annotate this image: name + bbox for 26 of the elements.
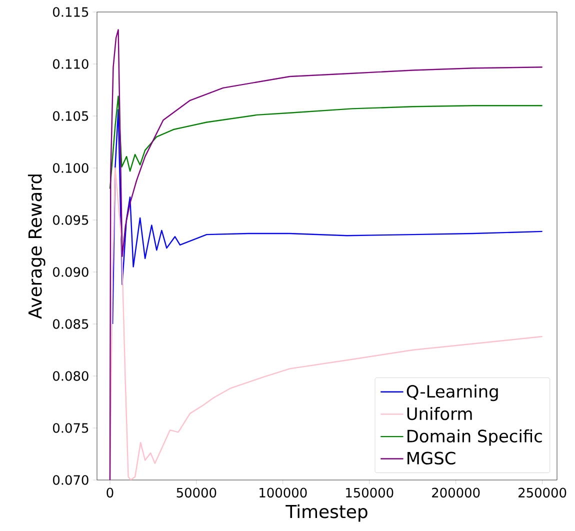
y-tick-label: 0.115 [53,7,88,17]
y-tick-label: 0.075 [53,423,88,433]
line-series [109,96,543,190]
x-tick-label: 100000 [260,488,307,498]
legend-label: MGSC [408,452,456,465]
x-tick-label: 0 [106,488,114,498]
legend-label: Uniform [407,407,472,420]
line-series [109,167,543,480]
y-tick-label: 0.105 [53,111,88,121]
x-tick-label: 250000 [518,488,566,498]
y-tick-label: 0.110 [53,59,88,69]
x-tick-label: 200000 [432,488,480,498]
legend-label: Q-Learning [406,384,498,402]
x-tick-label: 150000 [346,488,394,498]
x-tick-label: 50000 [176,488,216,498]
x-axis-title: Timestep [286,504,368,522]
line-series [109,29,543,480]
y-tick-label: 0.090 [53,267,88,277]
y-tick-label: 0.085 [53,319,88,329]
y-tick-label: 0.095 [53,215,88,225]
y-tick-label: 0.080 [53,371,88,381]
legend-label: Domain Specific [408,429,542,446]
y-tick-label: 0.100 [53,163,88,173]
line-series [112,109,543,325]
y-tick-label: 0.070 [53,475,88,485]
y-axis-title: Average Reward [28,174,46,319]
